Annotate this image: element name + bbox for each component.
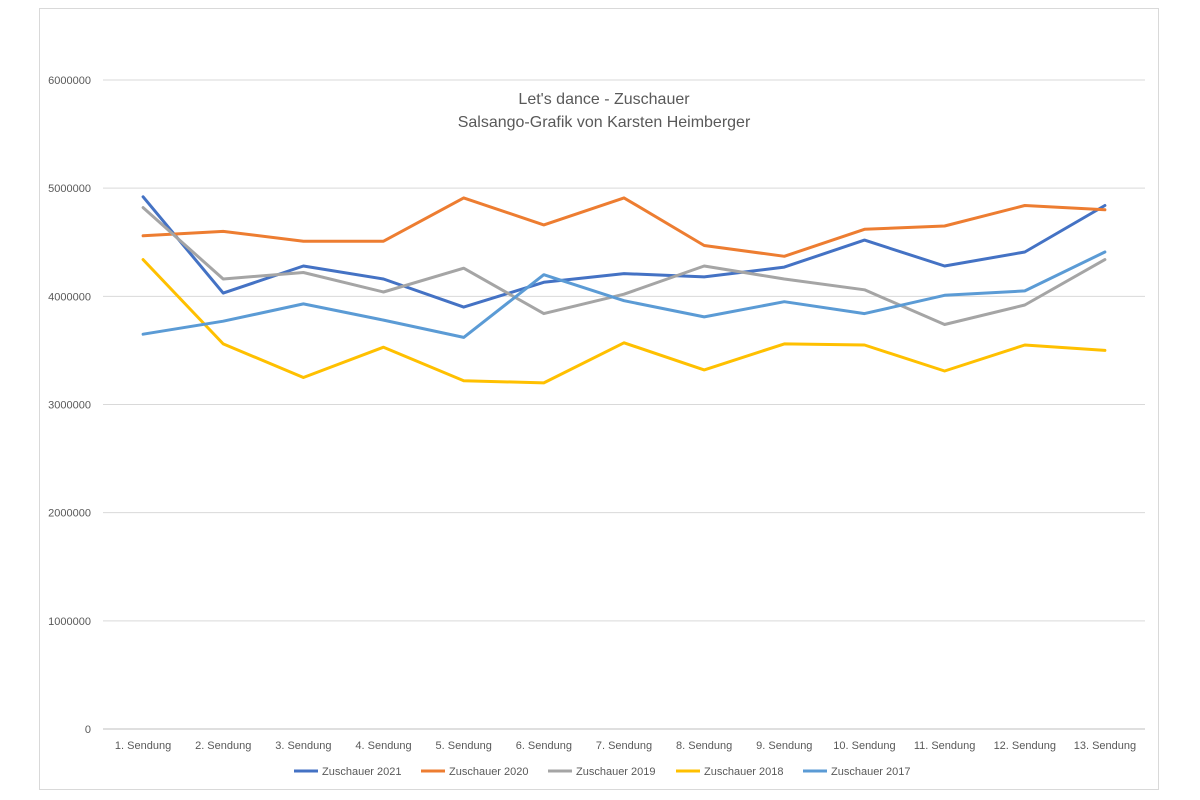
y-tick-label: 2000000 [48,508,91,520]
x-tick-label: 10. Sendung [833,740,895,752]
y-axis-ticks: 0 1000000 2000000 3000000 4000000 5000000 6000… [48,75,91,736]
series-lines [141,195,1107,385]
y-tick-label: 1000000 [48,616,91,628]
legend-label: Zuschauer 2019 [576,766,656,778]
x-axis-ticks: 1. Sendung 2. Sendung 3. Sendung 4. Sendung… [115,740,1136,752]
legend-label: Zuschauer 2020 [449,766,529,778]
legend-label: Zuschauer 2017 [831,766,911,778]
series-line-zuschauer-2021 [141,195,1107,309]
series-line-zuschauer-2018 [141,258,1107,385]
x-tick-label: 3. Sendung [275,740,331,752]
y-tick-label: 3000000 [48,400,91,412]
chart-subtitle: Salsango-Grafik von Karsten Heimberger [458,114,751,131]
x-tick-label: 4. Sendung [355,740,411,752]
y-tick-label: 0 [85,724,91,736]
series-line-zuschauer-2017 [141,250,1107,339]
x-tick-label: 13. Sendung [1074,740,1136,752]
chart-area [39,8,1159,790]
x-tick-label: 11. Sendung [914,740,976,752]
x-tick-label: 12. Sendung [994,740,1056,752]
x-tick-label: 2. Sendung [195,740,251,752]
y-tick-label: 4000000 [48,291,91,303]
x-tick-label: 6. Sendung [516,740,572,752]
series-line-zuschauer-2019 [141,206,1107,326]
x-tick-label: 7. Sendung [596,740,652,752]
legend-label: Zuschauer 2021 [322,766,402,778]
gridlines [103,79,1145,730]
x-tick-label: 9. Sendung [756,740,812,752]
x-tick-label: 8. Sendung [676,740,732,752]
x-tick-label: 5. Sendung [436,740,492,752]
y-tick-label: 6000000 [48,75,91,87]
legend: Zuschauer 2021 Zuschauer 2020 Zuschauer 20… [294,766,911,778]
y-tick-label: 5000000 [48,183,91,195]
series-line-zuschauer-2020 [141,196,1107,258]
chart-title: Let's dance - Zuschauer [518,91,690,108]
legend-label: Zuschauer 2018 [704,766,784,778]
x-tick-label: 1. Sendung [115,740,171,752]
